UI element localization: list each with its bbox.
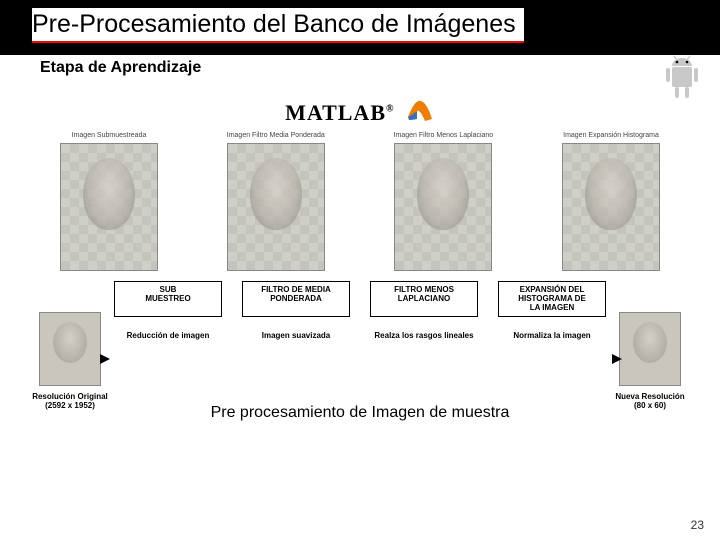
matlab-membrane-icon [405,97,435,128]
processed-image-placeholder [394,143,492,271]
stage-box-line: PONDERADA [245,295,347,304]
stage-box-line: LA IMAGEN [501,304,603,313]
stage-box: FILTRO MENOS LAPLACIANO [370,281,478,317]
processed-image-col: Imagen Submuestreada [60,132,158,271]
slide-subtitle: Etapa de Aprendizaje [0,55,720,77]
stage-box: EXPANSIÓN DEL HISTOGRAMA DE LA IMAGEN [498,281,606,317]
processed-image-row: Imagen Submuestreada Imagen Filtro Media… [20,132,700,271]
stage-description: Imagen suavizada [242,331,350,340]
matlab-logo: MATLAB® [0,97,720,128]
output-caption-line: (80 x 60) [615,401,684,410]
slide-root: Pre-Procesamiento del Banco de Imágenes … [0,0,720,540]
image-top-label: Imagen Submuestreada [72,132,147,141]
output-caption: Nueva Resolución (80 x 60) [615,392,684,410]
android-icon [660,54,704,107]
arrow-right-icon [612,354,622,364]
pipeline-area: Imagen Submuestreada Imagen Filtro Media… [20,132,700,392]
output-image-placeholder [619,312,681,386]
stage-description: Normaliza la imagen [498,331,606,340]
stage-description: Realza los rasgos lineales [370,331,478,340]
stage-description: Reducción de imagen [114,331,222,340]
input-image-placeholder [39,312,101,386]
stage-box-line: LAPLACIANO [373,295,475,304]
matlab-text: MATLAB [285,100,386,125]
matlab-wordmark: MATLAB® [285,100,394,126]
image-top-label: Imagen Filtro Menos Laplaciano [394,132,494,141]
input-caption: Resolución Original (2592 x 1952) [32,392,108,410]
output-caption-line: Nueva Resolución [615,392,684,401]
processed-image-placeholder [562,143,660,271]
processed-image-col: Imagen Filtro Media Ponderada [227,132,325,271]
stage-box: FILTRO DE MEDIA PONDERADA [242,281,350,317]
title-bar: Pre-Procesamiento del Banco de Imágenes [0,0,720,55]
arrow-right-icon [100,354,110,364]
input-caption-line: Resolución Original [32,392,108,401]
stage-box-row: SUB MUESTREO FILTRO DE MEDIA PONDERADA F… [20,281,700,317]
registered-icon: ® [386,103,394,114]
processed-image-placeholder [227,143,325,271]
processed-image-col: Imagen Filtro Menos Laplaciano [394,132,494,271]
input-caption-line: (2592 x 1952) [32,401,108,410]
processed-image-placeholder [60,143,158,271]
slide-title: Pre-Procesamiento del Banco de Imágenes [32,8,524,43]
image-top-label: Imagen Filtro Media Ponderada [227,132,325,141]
image-top-label: Imagen Expansión Histograma [563,132,659,141]
page-number: 23 [691,518,704,532]
stage-description-row: Reducción de imagen Imagen suavizada Rea… [20,331,700,340]
stage-box: SUB MUESTREO [114,281,222,317]
processed-image-col: Imagen Expansión Histograma [562,132,660,271]
stage-box-line: MUESTREO [117,295,219,304]
